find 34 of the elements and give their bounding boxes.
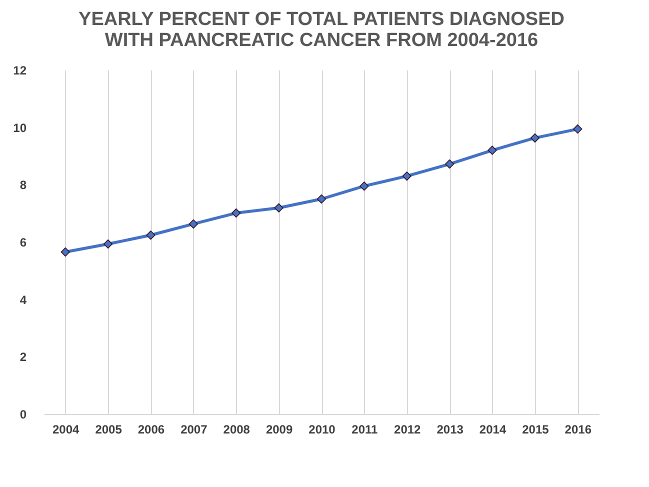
point — [188, 219, 198, 229]
x-tick-label: 2014 — [479, 422, 506, 436]
x-tick-label: 2004 — [52, 422, 80, 436]
x-tick-label: 2009 — [266, 422, 293, 436]
x-tick-label: 2012 — [394, 422, 422, 436]
x-tick-label: 2013 — [436, 422, 464, 436]
x-tick-label: 2005 — [95, 422, 122, 436]
x-tick-label: 2016 — [564, 422, 592, 436]
point — [274, 203, 284, 212]
point — [360, 182, 369, 191]
x-tick-label: 2008 — [223, 422, 250, 436]
y-tick-label: 12 — [13, 64, 27, 78]
point — [444, 159, 454, 169]
x-tick-label: 2007 — [180, 422, 208, 436]
point — [146, 230, 156, 240]
y-tick-label: 4 — [20, 292, 27, 307]
y-tick-label: 10 — [13, 120, 27, 135]
y-tick-label: 0 — [20, 408, 27, 422]
point — [530, 133, 540, 143]
point — [232, 208, 241, 218]
x-tick-label: 2006 — [138, 422, 165, 436]
point — [402, 171, 412, 181]
y-tick-label: 2 — [20, 350, 27, 364]
chart-title: YEARLY PERCENT OF TOTAL PATIENTS DIAGNOSED WITH PAANCREATIC CANCER FROM 2004-2016 — [78, 9, 564, 51]
x-tick-label: 2010 — [308, 422, 336, 436]
x-tick-label: 2011 — [352, 422, 378, 436]
point — [60, 247, 70, 257]
point — [573, 124, 582, 134]
point — [103, 239, 113, 249]
y-tick-label: 6 — [20, 236, 27, 250]
y-tick-label: 8 — [20, 178, 27, 192]
x-tick-label: 2015 — [522, 422, 550, 436]
point — [316, 194, 326, 204]
point — [488, 146, 497, 155]
